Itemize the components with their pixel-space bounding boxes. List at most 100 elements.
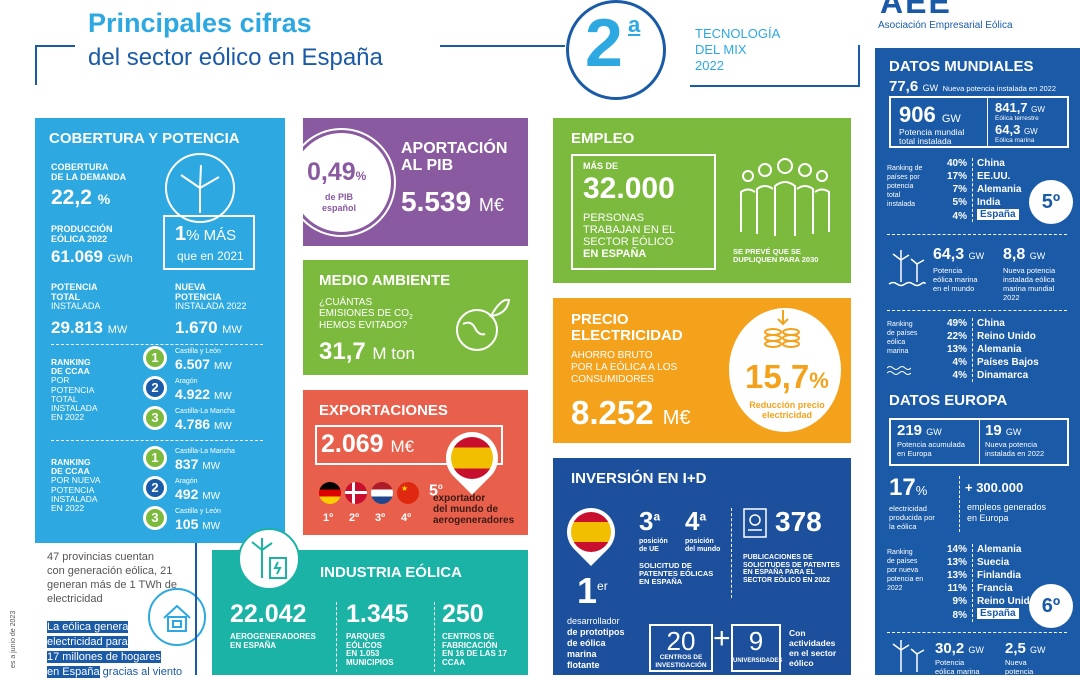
activities-label: Con actividades en el sector eólico — [789, 628, 837, 668]
offshore-turbine-icon — [887, 248, 927, 288]
rank-circle — [566, 0, 666, 100]
wind-turbine-icon — [165, 153, 235, 223]
patent-pos-world: 4a — [685, 506, 707, 536]
export-label: exportador del mundo de aerogeneradores — [433, 493, 515, 526]
org-name: Asociación Empresarial Eólica — [878, 20, 1013, 31]
ambiente-card: MEDIO AMBIENTE ¿CUÁNTAS EMISIONES DE CO2 H… — [303, 260, 528, 375]
globe-leaf-icon — [451, 296, 511, 356]
spain-flag-pin-icon — [557, 498, 625, 566]
china-flag-icon: ★ — [397, 482, 419, 504]
universities-box: 9 UNIVERSIDADES — [731, 624, 782, 672]
pib-circle — [303, 130, 394, 235]
precio-pct-label: Reducción precio electricidad — [749, 400, 825, 420]
more-label: que en 2021 — [177, 249, 244, 263]
export-title: EXPORTACIONES — [319, 402, 448, 419]
page-title: Principales cifras — [88, 8, 312, 38]
export-rank-4: 4º — [401, 512, 412, 524]
europe-jobs: + 300.000 — [965, 480, 1024, 495]
rank1-label: RANKING DE CCAA POR POTENCIA TOTAL INSTALADA E… — [51, 357, 98, 423]
europe-box: 219 GW Potencia acumulada en Europa 19 GW… — [889, 418, 1069, 466]
pib-amount: 5.539 M€ — [401, 186, 504, 217]
netherlands-flag-icon — [371, 482, 393, 504]
rank-suffix: a — [628, 12, 641, 37]
export-rank-2: 2º — [349, 512, 360, 524]
precio-value: 8.252 M€ — [571, 394, 691, 431]
more-box: 1% MÁS que en 2021 — [163, 215, 255, 270]
pot-label: POTENCIA TOTAL INSTALADA — [51, 282, 101, 312]
page-subtitle: del sector eólico en España — [88, 44, 383, 71]
rank2-list: 1 Castilla-La Mancha 837 MW 2 Aragón 492… — [143, 446, 283, 538]
side-note: es a junio de 2023 — [10, 610, 17, 668]
header-rule-right-v — [858, 45, 860, 87]
ambiente-title: MEDIO AMBIENTE — [319, 272, 451, 289]
org-logo: AEE — [880, 0, 952, 20]
europe-new-value: 19 — [985, 422, 1002, 439]
world-onshore-value: 841,7 — [995, 100, 1028, 115]
rank-year: 2022 — [695, 58, 724, 73]
precio-title: PRECIO ELECTRICIDAD — [571, 311, 683, 344]
patent-pos-eu: 3a — [639, 506, 661, 536]
world-rank-list: 40% China 17% EE.UU. 7% Alemania 5% India 4%… — [946, 158, 1022, 222]
prod-label: PRODUCCIÓN EÓLICA 2022 — [51, 224, 113, 244]
europe-divider — [959, 476, 960, 532]
waves-icon — [886, 362, 912, 375]
empleo-box — [571, 154, 716, 270]
rank1-list: 1 Castilla y León 6.507 MW 2 Aragón 4.92… — [143, 346, 283, 438]
empleo-title: EMPLEO — [571, 130, 635, 147]
precio-circle — [729, 308, 841, 432]
ambiente-question: ¿CUÁNTAS EMISIONES DE CO2 HEMOS EVITADO? — [319, 297, 413, 332]
inversion-first: 1er — [577, 570, 608, 611]
world-title: DATOS MUNDIALES — [889, 58, 1034, 75]
empleo-value: 32.000 — [583, 172, 675, 205]
export-box — [315, 425, 503, 465]
more-unit: % MÁS — [186, 227, 237, 244]
world-offshore-new-label: Nueva potencia instalada eólica marina mun… — [1003, 266, 1056, 302]
inversion-card: INVERSIÓN EN I+D 1er desarrollador de pro… — [553, 458, 851, 675]
plus-sign: + — [713, 622, 731, 655]
offshore-turbine-icon — [887, 638, 927, 675]
world-column: DATOS MUNDIALES 77,6 GW Nueva potencia i… — [875, 48, 1080, 675]
world-total-box: 906 GW Potencia mundial total instalada 8… — [889, 96, 1069, 148]
europe-spain-pos: 6º — [1029, 584, 1073, 628]
world-offshore-label: Potencia eólica marina en el mundo — [933, 266, 978, 293]
more-value: 1 — [175, 223, 187, 245]
precio-label: AHORRO BRUTO POR LA EÓLICA A LOS CONSUMIDO… — [571, 350, 678, 385]
header-line-left — [35, 45, 37, 85]
people-group-icon — [735, 156, 835, 236]
research-centers-box: 20 CENTROS DE INVESTIGACIÓN — [649, 624, 713, 672]
export-position: 5o — [429, 482, 443, 500]
ambiente-value: 31,7 M ton — [319, 338, 415, 365]
patent-pos-eu-label: posición de UE — [639, 538, 668, 553]
germany-flag-icon — [319, 482, 341, 504]
export-card: EXPORTACIONES 2.069 M€ ★ 1º 2º 3º 4º 5o … — [303, 390, 528, 535]
industria-divider — [336, 602, 337, 672]
europe-share: 17% — [889, 474, 928, 501]
world-offshore: 64,3 GW — [933, 246, 985, 263]
rank2-label: RANKING DE CCAA POR NUEVA POTENCIA INSTALADA… — [51, 457, 101, 513]
precio-card: PRECIO ELECTRICIDAD AHORRO BRUTO POR LA EÓ… — [553, 298, 851, 443]
europe-rank-list: 14% Alemania 13% Suecia 13% Finlandia 11% Fr… — [946, 544, 1036, 622]
marine-rank-label: Ranking de países eólica marina — [887, 321, 918, 355]
world-offshore-value: 64,3 — [995, 122, 1021, 137]
rank-line1: TECNOLOGÍA — [695, 26, 781, 41]
world-total-value: 906 — [899, 102, 936, 127]
corner-line — [195, 543, 197, 675]
industria-divider — [434, 602, 435, 672]
industria-stat: 22.042 AEROGENERADORES EN ESPAÑA — [230, 600, 316, 650]
patent-pos-world-label: posición del mundo — [685, 538, 721, 553]
provincias-text: 47 provincias cuentan con generación eóli… — [47, 551, 178, 605]
pib-title: APORTACIÓN AL PIB — [401, 140, 508, 174]
rank-digit: 2 — [585, 5, 623, 81]
denmark-flag-icon — [345, 482, 367, 504]
patent-request-label: SOLICITUD DE PATENTES EÓLICAS EN ESPAÑA — [639, 561, 714, 587]
cobertura-title: COBERTURA Y POTENCIA — [49, 130, 240, 147]
divider — [887, 234, 1067, 235]
europe-offshore-new-label: Nueva potencia — [1005, 658, 1034, 675]
divider — [51, 440, 263, 441]
house-icon — [148, 588, 206, 646]
patent-divider — [731, 508, 732, 598]
rank-line2: DEL MIX — [695, 42, 747, 57]
industria-stat: 1.345 PARQUES EÓLICOS EN 1.053 MUNICIPIOS — [346, 600, 409, 667]
new-label: NUEVA POTENCIA INSTALADA 2022 — [175, 282, 247, 312]
europe-rank-label: Ranking de países por nueva potencia en 2022 — [887, 549, 924, 592]
